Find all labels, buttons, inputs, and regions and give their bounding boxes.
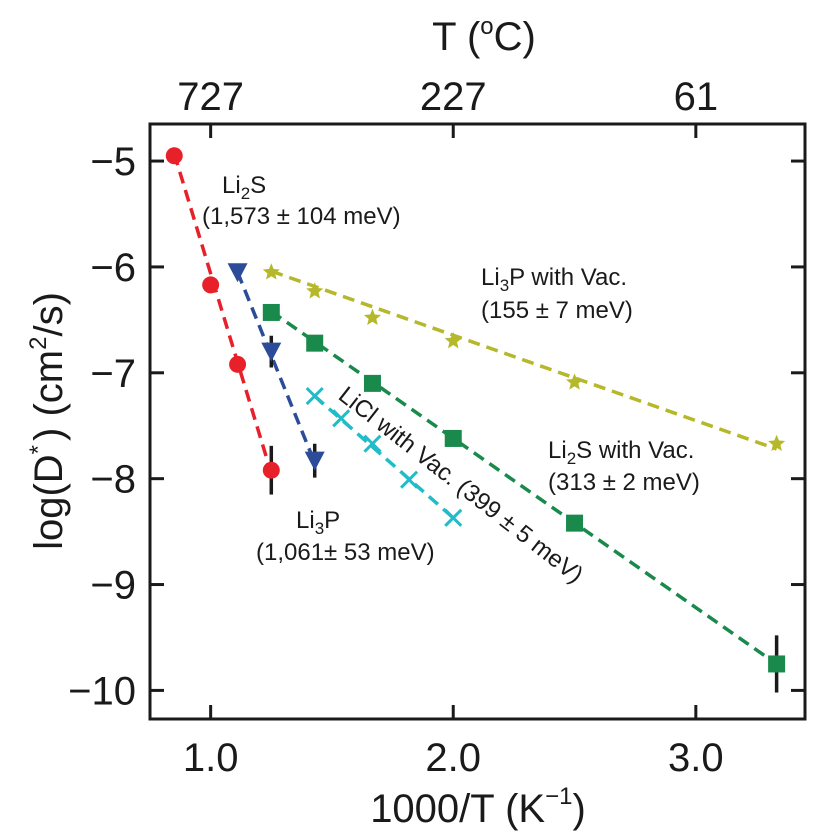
- li2s-fit-line: [172, 153, 273, 474]
- li2s_vac-point-0: [262, 303, 280, 321]
- top-tick-label-1: 227: [420, 75, 487, 119]
- li2s_vac-point-5: [768, 655, 786, 673]
- li2s_vac-point-4: [566, 514, 584, 532]
- li3p-point-2: [304, 451, 325, 471]
- li3p_vac-point-3: [444, 332, 462, 349]
- y-tick-label-3: −8: [90, 458, 136, 502]
- li2s_vac-point-1: [306, 334, 324, 352]
- li3p-fit-line: [235, 271, 317, 464]
- li2s-point-2: [229, 355, 247, 373]
- li3p_vac-point-2: [363, 308, 382, 326]
- li3p-point-0: [227, 263, 248, 283]
- data-markers: [165, 147, 786, 673]
- li3p_vac-point-4: [565, 373, 584, 390]
- x-axis-title: 1000/T (K−1): [370, 783, 586, 831]
- li2s-energy-label: (1,573 ± 104 meV): [202, 203, 401, 230]
- licl_vac-point-1: [332, 409, 351, 428]
- li2s-vac-label: Li2S with Vac.: [548, 437, 694, 468]
- fit-lines: [172, 153, 778, 666]
- x-tick-label-0: 1.0: [183, 736, 239, 780]
- licl_vac-point-4: [444, 508, 463, 527]
- y-tick-label-4: −9: [90, 564, 136, 608]
- licl_vac-point-0: [305, 387, 324, 406]
- top-axis-title: T (oC): [432, 13, 536, 59]
- plot-frame: [148, 122, 807, 721]
- y-axis-title: log(D*) (cm2/s): [25, 292, 71, 550]
- li2s_vac-point-2: [363, 374, 381, 392]
- li3p_vac-point-1: [306, 282, 324, 299]
- li2s-label: Li2S: [222, 172, 266, 203]
- li3p-energy-label: (1,061± 53 meV): [256, 539, 435, 566]
- licl_vac-point-2: [363, 434, 382, 453]
- li3p_vac-point-0: [262, 263, 280, 280]
- y-tick-label-5: −10: [68, 669, 136, 713]
- x-tick-label-2: 3.0: [668, 736, 724, 780]
- li3p_vac-fit-line: [270, 269, 778, 451]
- li2s-point-3: [262, 461, 280, 479]
- licl_vac-point-3: [400, 470, 419, 489]
- li2s-point-0: [165, 147, 183, 165]
- x-tick-label-1: 2.0: [425, 736, 481, 780]
- axis-ticks: 1.0 2.0 3.0 727 227 61 −5 −6 −7 −8 −9 −10: [68, 75, 805, 780]
- top-tick-label-2: 61: [674, 75, 719, 119]
- li2s_vac-fit-line: [270, 309, 778, 666]
- li3p-vac-label: Li3P with Vac.: [481, 264, 627, 295]
- li3p-vac-energy-label: (155 ± 7 meV): [481, 297, 633, 324]
- li2s-vac-energy-label: (313 ± 2 meV): [548, 469, 700, 496]
- li3p-label: Li3P: [296, 507, 340, 538]
- top-tick-label-0: 727: [177, 75, 244, 119]
- y-tick-label-2: −7: [90, 352, 136, 396]
- li2s-point-1: [202, 276, 220, 294]
- y-tick-label-1: −6: [90, 246, 136, 290]
- li3p-point-1: [261, 342, 282, 362]
- li3p_vac-point-5: [768, 434, 786, 452]
- y-tick-label-0: −5: [90, 140, 136, 184]
- li2s_vac-point-3: [444, 429, 462, 447]
